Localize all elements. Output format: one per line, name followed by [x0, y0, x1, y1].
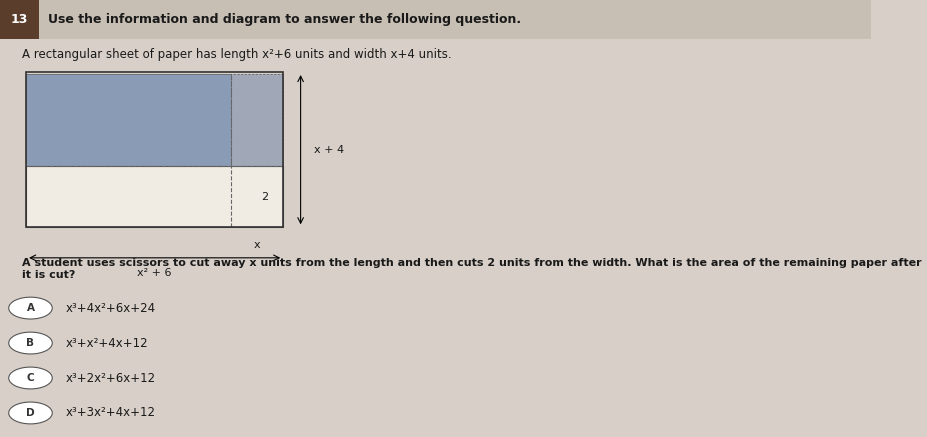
Text: 13: 13 — [10, 13, 28, 26]
Text: x³+x²+4x+12: x³+x²+4x+12 — [65, 336, 147, 350]
Text: x³+2x²+6x+12: x³+2x²+6x+12 — [65, 371, 156, 385]
Text: A student uses scissors to cut away x units from the length and then cuts 2 unit: A student uses scissors to cut away x un… — [21, 258, 921, 280]
Circle shape — [8, 332, 52, 354]
Bar — [26, 74, 231, 166]
Text: B: B — [27, 338, 34, 348]
Bar — [26, 72, 283, 227]
Text: A: A — [27, 303, 34, 313]
Text: D: D — [26, 408, 35, 418]
Bar — [26, 166, 283, 227]
Text: 2: 2 — [261, 192, 268, 201]
Text: C: C — [27, 373, 34, 383]
Text: x² + 6: x² + 6 — [137, 268, 171, 278]
Bar — [0, 0, 39, 39]
Bar — [0, 0, 870, 39]
Circle shape — [8, 402, 52, 424]
Circle shape — [8, 367, 52, 389]
Text: x + 4: x + 4 — [313, 145, 343, 155]
Text: A rectangular sheet of paper has length x²+6 units and width x+4 units.: A rectangular sheet of paper has length … — [21, 48, 451, 61]
Text: x: x — [253, 240, 260, 250]
Text: x³+3x²+4x+12: x³+3x²+4x+12 — [65, 406, 155, 420]
Bar — [231, 74, 283, 166]
Text: Use the information and diagram to answer the following question.: Use the information and diagram to answe… — [48, 13, 520, 26]
Text: x³+4x²+6x+24: x³+4x²+6x+24 — [65, 302, 156, 315]
Circle shape — [8, 297, 52, 319]
